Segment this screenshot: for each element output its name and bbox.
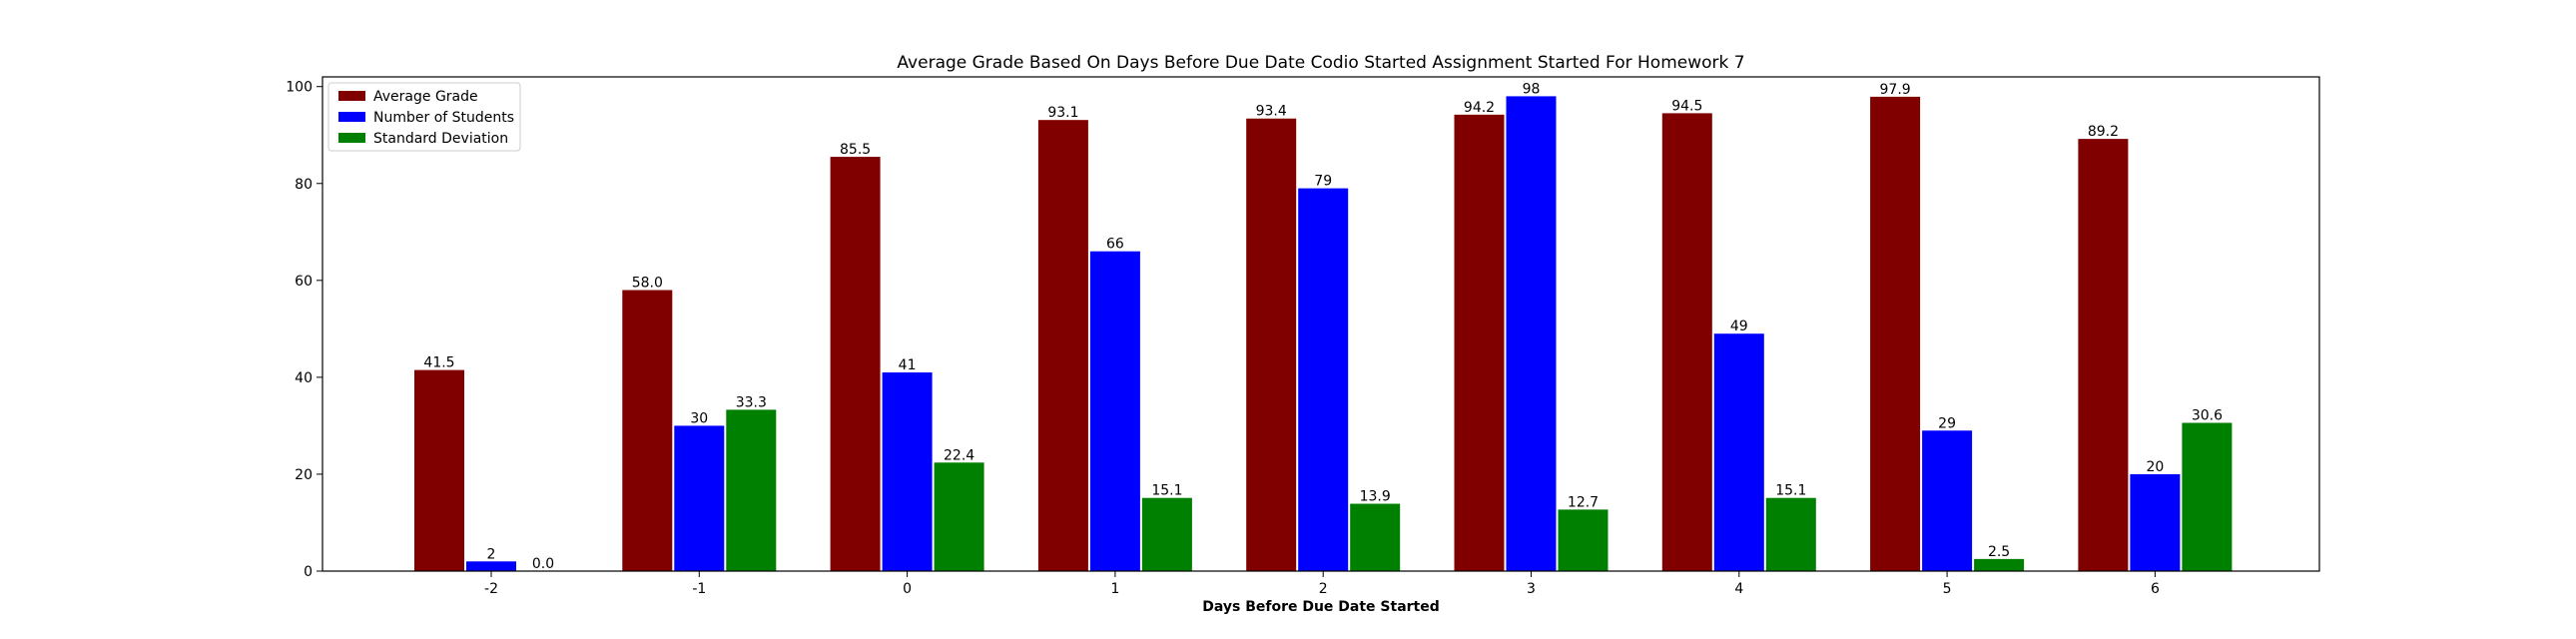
bar-average-grade-2 — [1246, 118, 1297, 571]
bar-average-grade-5 — [1870, 96, 1921, 571]
data-label-average-grade--2: 41.5 — [423, 355, 454, 371]
bar-standard-deviation-4 — [1765, 497, 1816, 571]
data-label-average-grade-3: 94.2 — [1464, 100, 1495, 116]
bar-standard-deviation-2 — [1350, 503, 1401, 571]
data-label-number-of-students-5: 29 — [1938, 415, 1956, 431]
data-label-standard-deviation-1: 15.1 — [1151, 483, 1182, 499]
bar-number-of-students-4 — [1713, 333, 1764, 571]
y-tick-label: 60 — [295, 274, 313, 290]
x-tick-label: 5 — [1943, 581, 1952, 597]
bar-standard-deviation-5 — [1974, 558, 2025, 571]
data-labels-group: 41.5 2 0.0 58.0 30 33.3 85.5 41 22.4 93.1 66 15.1 93… — [423, 81, 2223, 572]
data-label-average-grade--1: 58.0 — [632, 276, 663, 292]
data-label-number-of-students-0: 41 — [899, 357, 917, 373]
legend-label-standard-deviation: Standard Deviation — [373, 131, 508, 147]
legend-swatch-average-grade — [338, 91, 365, 101]
data-label-number-of-students-6: 20 — [2146, 459, 2164, 475]
x-tick-label: -1 — [692, 581, 706, 597]
data-label-average-grade-4: 94.5 — [1671, 98, 1702, 114]
bar-standard-deviation-0 — [934, 462, 984, 571]
data-label-number-of-students--2: 2 — [487, 546, 496, 562]
data-label-average-grade-5: 97.9 — [1880, 82, 1911, 98]
bar-number-of-students-5 — [1922, 430, 1973, 571]
bar-average-grade--1 — [622, 290, 673, 571]
bar-number-of-students-0 — [882, 372, 933, 571]
data-label-number-of-students-1: 66 — [1106, 237, 1124, 253]
data-label-average-grade-2: 93.4 — [1256, 104, 1287, 120]
legend-swatch-standard-deviation — [338, 133, 365, 143]
data-label-standard-deviation--2: 0.0 — [532, 556, 554, 572]
legend-swatch-number-of-students — [338, 112, 365, 122]
bar-average-grade-3 — [1454, 114, 1505, 572]
legend-box — [327, 82, 521, 152]
data-label-standard-deviation-3: 12.7 — [1568, 494, 1599, 510]
legend-label-number-of-students: Number of Students — [373, 110, 514, 126]
bar-number-of-students-2 — [1298, 188, 1349, 571]
data-label-standard-deviation-0: 22.4 — [944, 447, 974, 463]
data-label-number-of-students-2: 79 — [1314, 174, 1332, 190]
legend: Average Grade Number of Students Standard … — [327, 82, 521, 152]
chart-title: Average Grade Based On Days Before Due D… — [897, 53, 1744, 73]
y-tick-label: 0 — [304, 564, 313, 580]
bar-standard-deviation-6 — [2182, 422, 2233, 571]
bar-standard-deviation--1 — [726, 409, 777, 571]
x-tick-label: -2 — [484, 581, 498, 597]
y-axis: 0 20 40 60 80 100 — [286, 80, 322, 580]
bar-standard-deviation-1 — [1141, 497, 1192, 571]
legend-label-average-grade: Average Grade — [373, 89, 478, 105]
x-tick-label: 4 — [1734, 581, 1743, 597]
x-tick-label: 1 — [1110, 581, 1119, 597]
bar-number-of-students--2 — [466, 561, 516, 571]
data-label-standard-deviation-6: 30.6 — [2192, 408, 2223, 424]
bar-number-of-students-3 — [1506, 96, 1557, 571]
bar-average-grade--2 — [414, 369, 464, 571]
x-tick-label: 6 — [2151, 581, 2160, 597]
x-axis: -2 -1 0 1 2 3 4 5 6 — [484, 571, 2160, 597]
bar-standard-deviation-3 — [1558, 509, 1609, 571]
y-tick-label: 80 — [295, 177, 313, 193]
bar-number-of-students-1 — [1089, 251, 1140, 572]
y-tick-label: 100 — [286, 80, 313, 96]
data-label-standard-deviation--1: 33.3 — [736, 394, 767, 410]
bar-number-of-students--1 — [674, 425, 725, 571]
data-label-average-grade-1: 93.1 — [1047, 105, 1078, 121]
data-label-number-of-students-3: 98 — [1523, 81, 1541, 97]
bar-average-grade-0 — [830, 157, 881, 571]
bars-group — [414, 96, 2233, 572]
data-label-standard-deviation-4: 15.1 — [1775, 483, 1806, 499]
data-label-number-of-students--1: 30 — [690, 410, 708, 426]
data-label-standard-deviation-5: 2.5 — [1988, 544, 2010, 560]
x-axis-label: Days Before Due Date Started — [1202, 599, 1440, 615]
bar-number-of-students-6 — [2130, 473, 2181, 571]
bar-average-grade-6 — [2078, 139, 2129, 571]
data-label-average-grade-6: 89.2 — [2088, 124, 2119, 140]
plot-area — [322, 76, 2320, 572]
x-tick-label: 0 — [903, 581, 912, 597]
y-tick-label: 20 — [295, 467, 313, 483]
data-label-average-grade-0: 85.5 — [840, 142, 871, 158]
data-label-standard-deviation-2: 13.9 — [1360, 489, 1391, 505]
x-tick-label: 2 — [1319, 581, 1328, 597]
bar-average-grade-4 — [1661, 113, 1712, 571]
y-tick-label: 40 — [295, 370, 313, 386]
x-tick-label: 3 — [1527, 581, 1536, 597]
data-label-number-of-students-4: 49 — [1730, 319, 1748, 334]
bar-average-grade-1 — [1037, 120, 1088, 572]
